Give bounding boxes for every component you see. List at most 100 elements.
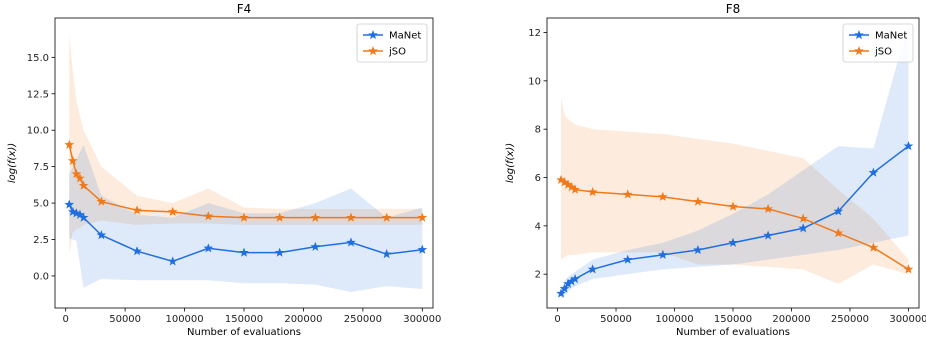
data-point-jso — [346, 212, 356, 222]
y-tick-label: 2 — [535, 270, 541, 281]
y-tick-label: 12 — [528, 28, 541, 39]
data-point-jso — [728, 201, 738, 211]
data-point-manet — [78, 212, 89, 222]
data-point-jso — [658, 191, 668, 201]
y-tick-label: 7.5 — [33, 162, 49, 173]
data-point-jso — [587, 186, 598, 197]
y-tick-label: 2.5 — [33, 235, 49, 246]
data-point-jso — [96, 196, 107, 206]
x-tick-label: 300000 — [889, 314, 926, 325]
data-point-jso — [833, 228, 844, 238]
legend: MaNet jSO — [356, 23, 428, 63]
data-point-jso — [167, 206, 178, 216]
data-point-manet — [693, 244, 703, 255]
data-point-jso — [68, 155, 78, 165]
legend-marker-manet — [368, 29, 378, 40]
data-point-jso — [798, 213, 808, 223]
legend-label-jso: jSO — [874, 47, 892, 58]
data-point-jso — [693, 196, 703, 206]
x-tick-label: 50000 — [600, 314, 632, 325]
y-axis-label: log(f(x)) — [7, 143, 18, 183]
data-point-manet — [274, 247, 285, 257]
legend-marker-manet — [854, 29, 864, 40]
y-tick-label: 4 — [535, 221, 541, 232]
data-point-manet — [64, 199, 75, 209]
data-point-jso — [64, 139, 75, 149]
x-tick-label: 150000 — [225, 314, 263, 325]
data-point-jso — [868, 242, 879, 252]
data-point-manet — [559, 283, 570, 293]
legend-marker-jso — [368, 45, 378, 56]
x-tick-label: 250000 — [344, 314, 382, 325]
x-tick-label: 0 — [554, 314, 560, 325]
data-point-jso — [417, 212, 428, 222]
data-point-jso — [310, 212, 321, 222]
y-tick-label: 10 — [528, 76, 541, 87]
x-tick-label: 150000 — [714, 314, 752, 325]
data-point-manet — [728, 237, 738, 247]
data-point-jso — [763, 203, 773, 214]
x-tick-label: 250000 — [831, 314, 869, 325]
y-axis-label: log(f(x)) — [505, 143, 516, 183]
data-point-manet — [622, 254, 633, 264]
data-point-jso — [570, 184, 580, 194]
data-point-manet — [556, 288, 566, 298]
data-point-jso — [274, 212, 285, 222]
x-tick-label: 200000 — [284, 314, 322, 325]
data-point-jso — [71, 168, 82, 179]
legend-label-jso: jSO — [388, 47, 406, 58]
band-manet — [561, 22, 909, 299]
data-point-jso — [239, 212, 249, 222]
chart-f8: 0 50000 100000 150000 200000 250000 300000 2 4 6 8… — [505, 2, 926, 338]
data-point-manet — [381, 249, 392, 259]
data-point-manet — [903, 141, 914, 151]
data-point-manet — [346, 237, 356, 247]
x-tick-label: 200000 — [772, 314, 810, 325]
data-point-manet — [96, 230, 107, 240]
data-point-manet — [658, 249, 668, 259]
band-jso — [561, 97, 909, 284]
data-point-manet — [132, 246, 142, 256]
data-point-jso — [132, 205, 142, 215]
legend-label-manet: MaNet — [875, 31, 907, 42]
data-point-manet — [763, 230, 773, 240]
chart-f4: 0 50000 100000 150000 200000 250000 300000 0.0 2… — [7, 2, 441, 338]
band-jso — [69, 34, 423, 255]
data-point-manet — [868, 167, 879, 177]
y-tick-label: 12.5 — [27, 89, 49, 100]
y-tick-label: 15.0 — [27, 53, 49, 64]
data-point-manet — [798, 223, 808, 233]
data-point-manet — [570, 273, 580, 284]
legend-label-manet: MaNet — [389, 31, 421, 42]
data-point-jso — [381, 212, 392, 222]
legend: MaNet jSO — [842, 23, 914, 63]
data-point-manet — [167, 256, 178, 266]
x-tick-label: 100000 — [165, 314, 203, 325]
y-tick-label: 10.0 — [27, 126, 49, 137]
data-point-jso — [622, 189, 633, 199]
chart-title: F4 — [237, 2, 252, 16]
data-point-manet — [310, 241, 321, 251]
data-point-jso — [903, 264, 914, 274]
data-point-manet — [417, 244, 428, 254]
x-axis-label: Number of evaluations — [187, 327, 301, 338]
chart-title: F8 — [726, 2, 741, 16]
y-tick-label: 0.0 — [33, 271, 49, 282]
y-tick-label: 5.0 — [33, 199, 49, 210]
data-point-jso — [75, 173, 85, 183]
data-point-manet — [833, 206, 844, 216]
x-tick-label: 0 — [63, 314, 69, 325]
data-point-jso — [78, 180, 89, 190]
data-point-manet — [239, 247, 249, 257]
x-tick-label: 100000 — [655, 314, 693, 325]
data-point-manet — [203, 243, 214, 253]
y-tick-label: 8 — [535, 125, 541, 136]
y-tick-label: 6 — [535, 173, 541, 184]
data-point-manet — [587, 264, 598, 274]
x-tick-label: 50000 — [109, 314, 141, 325]
x-axis-label: Number of evaluations — [676, 327, 790, 338]
data-point-jso — [203, 211, 214, 221]
x-tick-label: 300000 — [403, 314, 441, 325]
legend-marker-jso — [854, 45, 864, 56]
